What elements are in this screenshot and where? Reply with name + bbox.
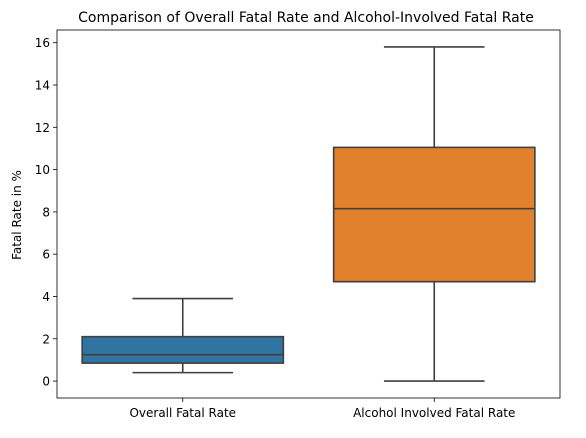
x-tick-label: Overall Fatal Rate <box>129 406 236 420</box>
box-alcohol <box>332 46 536 382</box>
y-axis-label: Fatal Rate in % <box>10 170 24 260</box>
y-tick-label: 12 <box>35 121 50 135</box>
y-tick-label: 2 <box>42 332 50 346</box>
y-tick-label: 6 <box>42 248 50 262</box>
iqr-box <box>332 146 536 283</box>
box-overall <box>81 297 285 374</box>
plot-area-frame <box>56 29 561 399</box>
y-tick-label: 0 <box>42 375 50 389</box>
chart-title: Comparison of Overall Fatal Rate and Alc… <box>78 10 534 26</box>
y-tick-label: 4 <box>42 290 50 304</box>
y-tick-label: 16 <box>35 36 50 50</box>
y-tick-label: 10 <box>35 163 50 177</box>
iqr-box <box>81 335 285 364</box>
y-tick-label: 8 <box>42 205 50 219</box>
x-tick-label: Alcohol Involved Fatal Rate <box>353 406 515 420</box>
y-tick-label: 14 <box>35 78 50 92</box>
